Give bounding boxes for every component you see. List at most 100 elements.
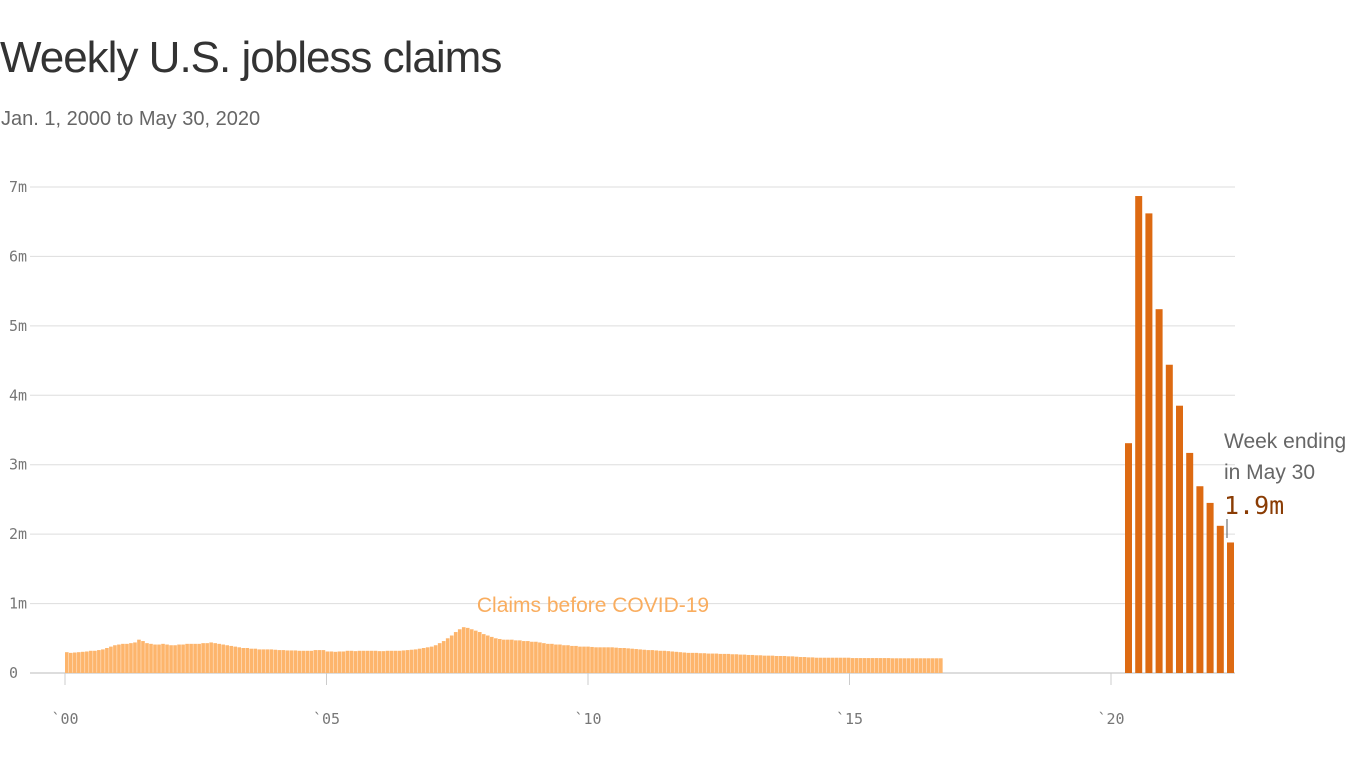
covid-bar-2020-04-11 xyxy=(1155,309,1163,673)
pre-covid-bar xyxy=(177,644,181,673)
pre-covid-bar xyxy=(778,655,783,673)
pre-covid-bar xyxy=(337,651,342,673)
pre-covid-bar xyxy=(546,643,550,673)
pre-covid-bar xyxy=(293,650,298,673)
pre-covid-bar xyxy=(522,641,526,673)
y-tick-label-0: 0 xyxy=(9,664,18,682)
pre-covid-bar xyxy=(590,646,594,673)
pre-covid-bar xyxy=(774,655,779,673)
pre-covid-bar xyxy=(630,648,634,673)
pre-covid-bar xyxy=(477,632,482,673)
pre-covid-bar xyxy=(161,643,165,673)
pre-covid-bar xyxy=(125,643,129,673)
pre-covid-bar xyxy=(662,650,666,673)
pre-covid-bar xyxy=(570,645,574,673)
chart-title: Weekly U.S. jobless claims xyxy=(0,33,502,82)
week-ending-value: 1.9m xyxy=(1224,491,1284,520)
y-tick-label-5m: 5m xyxy=(9,317,27,335)
covid-bar-2020-04-18 xyxy=(1165,364,1173,673)
pre-covid-bar xyxy=(902,658,907,673)
pre-covid-bar xyxy=(481,634,486,673)
pre-covid-bar xyxy=(365,650,370,673)
pre-covid-bar xyxy=(353,651,358,673)
pre-covid-bar xyxy=(738,654,743,673)
pre-covid-bar xyxy=(181,644,185,673)
pre-covid-bar xyxy=(830,657,835,673)
pre-covid-bar xyxy=(674,651,679,673)
pre-covid-bar xyxy=(678,652,683,673)
pre-covid-bar xyxy=(281,650,286,673)
pre-covid-bar xyxy=(113,645,117,673)
covid-bar-2020-04-04 xyxy=(1145,213,1153,673)
pre-covid-bar xyxy=(205,643,209,673)
pre-covid-bar xyxy=(305,650,310,673)
y-tick-label-4m: 4m xyxy=(9,386,27,404)
pre-covid-bar xyxy=(610,647,614,673)
pre-covid-bar xyxy=(714,653,719,673)
pre-covid-bar xyxy=(165,644,169,673)
pre-covid-bar xyxy=(77,652,81,673)
pre-covid-bar xyxy=(874,658,879,673)
pre-covid-bar xyxy=(558,644,562,673)
pre-covid-bar xyxy=(261,649,266,673)
y-tick-label-6m: 6m xyxy=(9,247,27,265)
x-tick-label-2015: `15 xyxy=(836,710,863,728)
pre-covid-bar xyxy=(321,650,326,673)
pre-covid-bar xyxy=(882,658,887,673)
pre-covid-bar xyxy=(357,650,362,673)
pre-covid-bar xyxy=(702,653,707,673)
pre-covid-bar xyxy=(894,658,899,673)
pre-covid-bar xyxy=(866,658,871,673)
pre-covid-bar xyxy=(846,657,851,673)
pre-covid-bar xyxy=(253,648,258,673)
pre-covid-bar xyxy=(886,658,891,673)
pre-covid-bar xyxy=(622,648,626,673)
pre-covid-bar xyxy=(381,651,386,673)
pre-covid-bar xyxy=(173,645,177,673)
pre-covid-bar xyxy=(806,657,811,673)
pre-covid-bar xyxy=(906,658,911,673)
pre-covid-bar xyxy=(914,658,919,673)
pre-covid-bar xyxy=(826,657,831,673)
pre-covid-bar xyxy=(554,644,558,673)
pre-covid-bar xyxy=(317,650,322,673)
annotations: Claims before COVID-19 Week ending in Ma… xyxy=(477,430,1346,617)
y-axis-labels: 0 1m 2m 3m 4m 5m 6m 7m xyxy=(9,178,27,682)
pre-covid-bar xyxy=(574,645,578,673)
pre-covid-bar xyxy=(201,643,205,673)
pre-covid-bar xyxy=(534,641,538,673)
pre-covid-bar xyxy=(834,657,839,673)
pre-covid-bar xyxy=(385,650,390,673)
pre-covid-bar xyxy=(257,649,262,673)
pre-covid-bar xyxy=(502,639,506,673)
pre-covid-bar xyxy=(858,658,863,673)
pre-covid-bar xyxy=(618,648,622,673)
pre-covid-annotation: Claims before COVID-19 xyxy=(477,594,709,617)
pre-covid-bar xyxy=(794,656,799,673)
pre-covid-bar xyxy=(770,655,775,673)
pre-covid-bar xyxy=(654,650,658,673)
pre-covid-bar xyxy=(910,658,915,673)
pre-covid-bar xyxy=(105,648,109,673)
pre-covid-bar xyxy=(101,649,105,673)
pre-covid-bar xyxy=(726,653,731,673)
pre-covid-bar xyxy=(313,650,318,673)
pre-covid-bar xyxy=(786,656,791,673)
pre-covid-bar xyxy=(217,643,221,673)
y-tick-label-3m: 3m xyxy=(9,456,27,474)
covid-bar-2020-05-30 xyxy=(1227,542,1234,673)
pre-covid-bar xyxy=(694,652,699,673)
pre-covid-bar xyxy=(614,647,618,673)
pre-covid-bar xyxy=(361,650,366,673)
pre-covid-bar xyxy=(658,650,662,673)
pre-covid-bar xyxy=(493,638,498,673)
pre-covid-bar xyxy=(706,653,711,673)
pre-covid-bar xyxy=(718,653,723,673)
week-ending-annotation-line2: in May 30 xyxy=(1224,461,1315,484)
pre-covid-bar xyxy=(449,635,454,673)
pre-covid-bar xyxy=(349,650,354,673)
pre-covid-bar xyxy=(758,655,763,673)
pre-covid-bar xyxy=(782,655,787,673)
pre-covid-bar xyxy=(273,649,278,673)
